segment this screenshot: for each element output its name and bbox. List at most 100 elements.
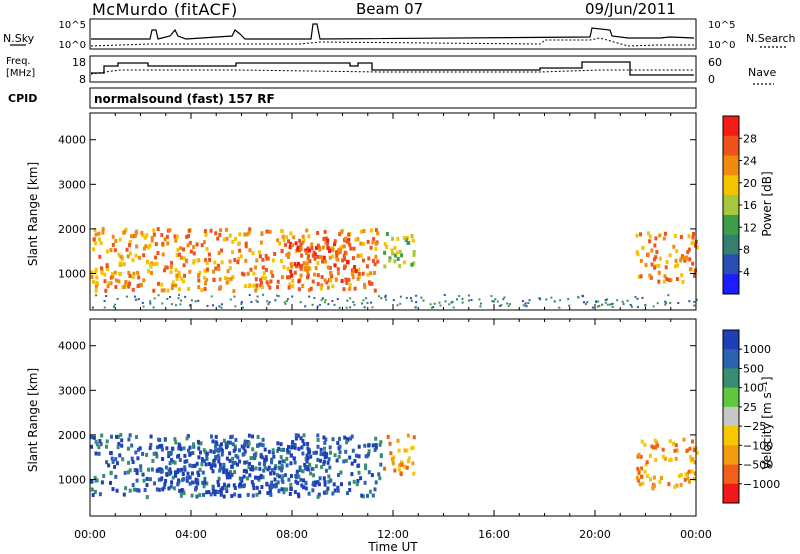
echo-cell [306,467,309,471]
echo-cell [255,485,259,490]
echo-cell [364,466,368,471]
echo-cell [150,271,153,275]
echo-cell [218,277,222,282]
echo-cell [660,476,663,480]
echo-cell [310,246,314,251]
echo-cell [306,441,310,446]
velocity-panel: 1000 2000 3000 4000 Slant Range [km] 1000 50… [26,318,780,517]
echo-cell [336,441,340,445]
echo-cell [345,306,348,309]
echo-cell [327,474,331,479]
echo-cell [354,237,358,242]
echo-cell [220,447,224,452]
echo-cell [648,453,652,458]
echo-cell [272,454,276,459]
echo-cell [662,279,666,284]
echo-cell [369,271,373,276]
echo-cell [326,265,330,270]
echo-cell [213,492,217,497]
echo-cell [284,473,287,478]
echo-cell [331,254,335,259]
echo-cell [254,466,258,471]
echo-cell [291,295,294,298]
echo-cell [126,446,130,451]
echo-cell [169,484,173,489]
echo-cell [219,466,223,471]
echo-cell [311,303,314,306]
echo-cell [656,443,659,448]
echo-cell [384,296,387,299]
colorbar-swatch [723,214,739,236]
echo-cell [251,447,255,452]
echo-cell [293,262,297,267]
echo-cell [307,448,311,453]
colorbar-tick-label: 28 [743,132,757,145]
echo-cell [122,262,126,267]
echo-cell [691,439,694,444]
echo-cell [350,461,354,466]
echo-cell [314,464,318,469]
echo-cell [220,306,223,309]
echo-cell [621,300,624,303]
echo-cell [96,282,99,287]
echo-cell [174,283,178,288]
velocity-colorbar: 1000 500 100 25 −25 −100 −500 −1000 [722,329,780,504]
echo-cell [336,488,340,493]
echo-cell [160,233,164,238]
echo-cell [176,247,180,252]
echo-cell [480,302,482,305]
echo-cell [639,274,643,279]
echo-cell [293,445,297,450]
echo-cell [478,298,481,301]
echo-cell [335,458,339,463]
echo-cell [682,437,686,442]
echo-cell [692,476,696,481]
echo-cell [128,468,132,473]
echo-cell [153,297,156,300]
echo-cell [374,228,378,233]
echo-cell [420,296,423,299]
echo-cell [118,261,122,266]
power-echo-layer [90,227,699,309]
echo-cell [114,239,118,243]
echo-cell [286,266,290,271]
echo-cell [323,446,326,451]
echo-cell [644,304,647,306]
echo-cell [324,259,327,264]
echo-cell [179,490,183,495]
echo-cell [225,280,229,285]
echo-cell [370,301,373,304]
power-colorbar: 4 8 12 16 20 24 28 [722,115,757,295]
echo-cell [648,239,652,244]
nave-label: Nave [748,66,776,79]
velocity-echo-layer [90,432,699,500]
echo-cell [177,287,181,292]
nsky-tick-top: 10^5 [59,20,86,31]
echo-cell [262,468,266,473]
echo-cell [173,234,177,239]
echo-cell [214,448,217,453]
echo-cell [287,239,290,244]
echo-cell [322,435,326,440]
echo-cell [125,247,129,252]
echo-cell [233,460,237,465]
echo-cell [228,451,232,456]
echo-cell [225,236,229,241]
echo-cell [225,485,229,490]
echo-cell [377,472,381,477]
echo-cell [251,434,255,439]
echo-cell [324,468,328,473]
nave-trace [90,69,694,75]
echo-cell [120,256,124,261]
echo-cell [160,469,163,474]
echo-cell [367,280,371,285]
echo-cell [134,231,138,236]
echo-cell [287,285,291,290]
echo-cell [161,457,165,461]
echo-cell [610,303,613,306]
echo-cell [183,465,187,470]
echo-cell [383,250,387,255]
echo-cell [351,448,355,453]
echo-cell [218,462,222,467]
echo-cell [318,476,322,481]
